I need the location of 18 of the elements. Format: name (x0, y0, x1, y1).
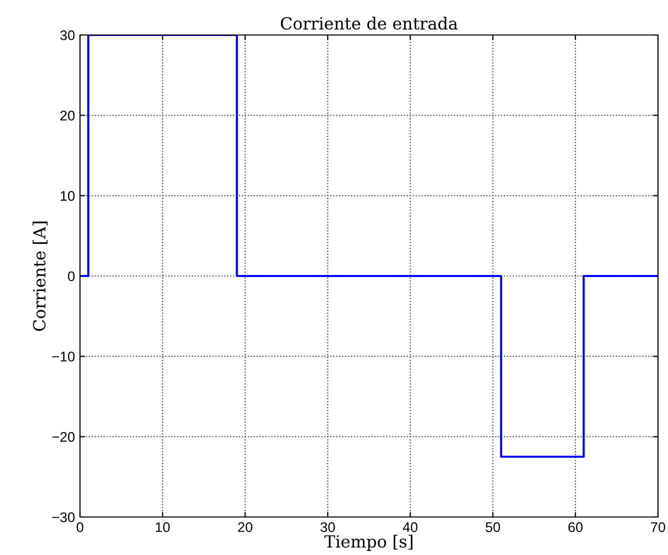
x-tick-label: 40 (402, 522, 418, 532)
y-tick-label: 10 (60, 191, 75, 201)
y-tick-label: 20 (60, 110, 75, 121)
x-tick-label: 0 (76, 522, 84, 532)
y-tick-label: −10 (52, 352, 75, 362)
y-tick-label: −20 (52, 432, 75, 442)
y-axis-title: Corriente [A] (32, 222, 48, 331)
chart-title: Corriente de entrada (280, 16, 458, 30)
y-tick-label: −30 (52, 512, 75, 522)
y-tick-label: 0 (68, 271, 75, 282)
x-tick-label: 20 (238, 522, 252, 532)
x-tick-label: 10 (156, 522, 170, 532)
x-tick-label: 60 (568, 522, 583, 532)
x-axis-title: Tiempo [s] (324, 534, 412, 551)
x-tick-label: 70 (650, 522, 666, 532)
y-tick-label: 30 (60, 30, 75, 40)
x-tick-label: 50 (486, 522, 500, 532)
x-tick-label: 30 (320, 522, 335, 532)
